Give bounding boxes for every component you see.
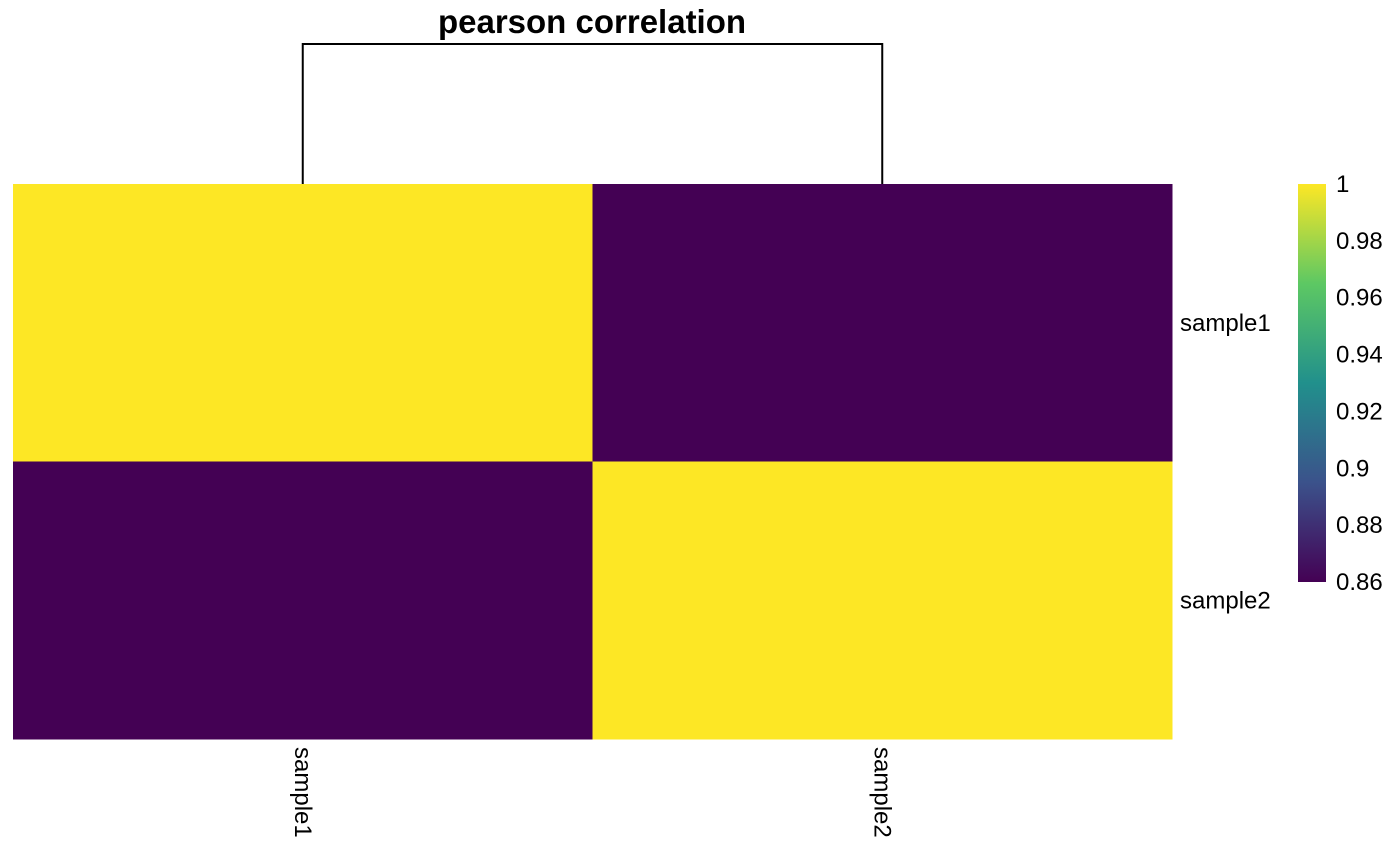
row-labels: sample1 sample2 — [1180, 310, 1271, 615]
column-label-sample1: sample1 — [289, 747, 316, 838]
colorbar-tick-label: 0.9 — [1336, 455, 1369, 482]
column-labels: sample1 sample2 — [289, 747, 896, 838]
heatmap-cell-sample2-sample2 — [592, 461, 1173, 740]
row-label-sample1: sample1 — [1180, 310, 1271, 337]
colorbar-tick-label: 0.86 — [1336, 569, 1383, 596]
colorbar-tick-label: 0.98 — [1336, 228, 1383, 255]
colorbar-tick-label: 0.92 — [1336, 398, 1383, 425]
heatmap-cells — [13, 184, 1173, 740]
colorbar-bar — [1298, 184, 1326, 582]
row-label-sample2: sample2 — [1180, 587, 1271, 614]
dendrogram-branch — [301, 43, 884, 184]
colorbar-tick-label: 1 — [1336, 171, 1349, 198]
column-dendrogram — [301, 43, 884, 184]
heatmap-cell-sample1-sample1 — [13, 184, 593, 462]
colorbar-tick-label: 0.96 — [1336, 285, 1383, 312]
colorbar-tick-label: 0.94 — [1336, 342, 1383, 369]
colorbar-tick-label: 0.88 — [1336, 512, 1383, 539]
heatmap-cell-sample2-sample1 — [13, 461, 593, 740]
colorbar-ticks: 1 0.98 0.96 0.94 0.92 0.9 0.88 0.86 — [1336, 171, 1383, 596]
heatmap-cell-sample1-sample2 — [592, 184, 1173, 462]
chart-title: pearson correlation — [438, 3, 746, 40]
column-label-sample2: sample2 — [868, 747, 895, 838]
colorbar-legend: 1 0.98 0.96 0.94 0.92 0.9 0.88 0.86 — [1298, 171, 1383, 596]
